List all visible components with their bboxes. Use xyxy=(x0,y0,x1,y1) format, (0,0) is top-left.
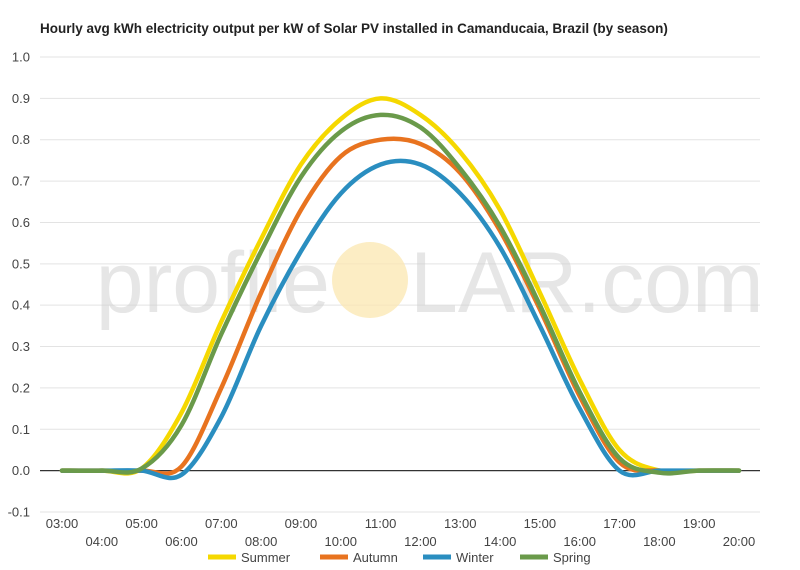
x-tick-label: 20:00 xyxy=(723,534,756,549)
x-tick-label: 06:00 xyxy=(165,534,198,549)
y-tick-label: 0.7 xyxy=(12,174,30,189)
legend-label: Winter xyxy=(456,550,494,565)
grid xyxy=(40,56,760,513)
y-tick-label: 0.4 xyxy=(12,298,30,313)
x-tick-label: 18:00 xyxy=(643,534,676,549)
x-tick-label: 15:00 xyxy=(524,516,557,531)
legend-label: Autumn xyxy=(353,550,398,565)
x-tick-label: 13:00 xyxy=(444,516,477,531)
x-tick-label: 03:00 xyxy=(46,516,79,531)
x-tick-label: 10:00 xyxy=(324,534,357,549)
legend-label: Spring xyxy=(553,550,591,565)
chart-title: Hourly avg kWh electricity output per kW… xyxy=(40,21,668,36)
x-tick-label: 09:00 xyxy=(285,516,318,531)
x-tick-label: 19:00 xyxy=(683,516,716,531)
x-tick-label: 16:00 xyxy=(563,534,596,549)
x-tick-label: 07:00 xyxy=(205,516,238,531)
x-tick-label: 17:00 xyxy=(603,516,636,531)
y-axis-ticks: -0.1 0.0 0.1 0.2 0.3 0.4 0.5 0.6 0.7 0.8 0.9 1.0 xyxy=(8,50,30,520)
y-tick-label: 0.3 xyxy=(12,339,30,354)
y-tick-label: 0.5 xyxy=(12,256,30,271)
y-tick-label: 0.6 xyxy=(12,215,30,230)
y-tick-label: 0.2 xyxy=(12,380,30,395)
x-tick-label: 08:00 xyxy=(245,534,278,549)
legend: Summer Autumn Winter Spring xyxy=(208,550,591,565)
series-line-summer xyxy=(59,96,742,476)
watermark-text-left: profile xyxy=(96,235,330,331)
watermark-sun xyxy=(332,242,408,318)
series-line-spring xyxy=(59,112,742,476)
x-tick-label: 04:00 xyxy=(86,534,119,549)
y-tick-label: 0.8 xyxy=(12,132,30,147)
series-line-autumn xyxy=(59,136,742,476)
x-tick-label: 11:00 xyxy=(365,516,397,531)
y-tick-label: 0.1 xyxy=(12,422,30,437)
y-tick-label: 1.0 xyxy=(12,50,30,65)
x-tick-label: 14:00 xyxy=(484,534,517,549)
x-tick-label: 05:00 xyxy=(125,516,158,531)
y-tick-label: -0.1 xyxy=(8,505,30,520)
series-lines xyxy=(59,96,742,481)
x-tick-label: 12:00 xyxy=(404,534,437,549)
y-tick-label: 0.0 xyxy=(12,463,30,478)
legend-label: Summer xyxy=(241,550,291,565)
watermark: profile LAR.com xyxy=(96,235,764,331)
y-tick-label: 0.9 xyxy=(12,91,30,106)
series-line-winter xyxy=(59,158,742,481)
x-axis-ticks: 03:00 04:00 05:00 06:00 07:00 08:00 09:00 10:00… xyxy=(46,516,756,549)
watermark-text-right: LAR.com xyxy=(410,235,764,331)
